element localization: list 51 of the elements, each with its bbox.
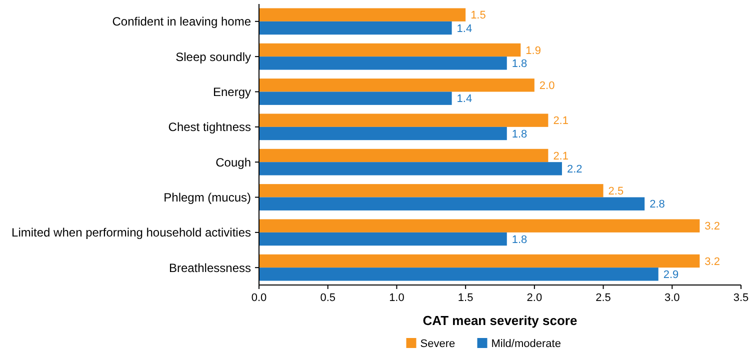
legend-label: Mild/moderate [491,338,561,350]
legend-label: Severe [420,338,456,350]
data-label: 2.1 [553,115,568,128]
bar [259,197,645,210]
x-tick-label: 1.5 [458,292,474,304]
x-axis-title: CAT mean severity score [422,313,578,328]
data-label: 2.5 [608,186,624,198]
y-tick-label: Energy [212,84,251,99]
bar [259,219,700,232]
bar [259,21,452,35]
bar [259,92,452,105]
data-label: 1.4 [456,93,472,106]
bar [259,162,562,176]
bar [259,56,507,70]
x-tick-label: 2.0 [526,292,542,304]
bar [259,78,534,92]
y-tick-label: Chest tightness [168,120,251,134]
y-tick-label: Phlegm (mucus) [164,190,251,204]
data-label: 2.8 [650,198,665,211]
y-tick-label: Cough [216,155,251,170]
y-tick-label: Confident in leaving home [112,14,252,29]
y-tick-label: Breathlessness [168,260,251,275]
data-label: 1.8 [512,234,528,246]
bar [259,254,700,268]
data-label: 2.9 [663,269,679,282]
bar [259,43,521,57]
x-tick-label: 0.0 [251,292,267,304]
data-label: 1.4 [456,22,472,35]
data-label: 1.8 [512,58,528,70]
bar [259,232,507,246]
bar [259,184,604,198]
data-label: 1.9 [526,44,541,57]
y-tick-label: Limited when performing household activities [12,226,251,240]
data-label: 2.2 [566,164,582,176]
bar [259,114,548,127]
x-tick-label: 0.5 [320,292,336,304]
y-tick-label: Sleep soundly [176,50,251,64]
bar [259,268,658,281]
data-label: 1.5 [470,10,486,22]
bar [259,8,466,22]
x-tick-label: 3.0 [664,292,680,304]
data-label: 2.1 [553,150,568,162]
data-label: 2.0 [539,80,555,92]
x-tick-label: 1.0 [389,292,404,304]
x-tick-label: 2.5 [596,292,611,304]
data-label: 3.2 [704,220,720,233]
data-label: 1.8 [512,128,528,140]
data-label: 3.2 [704,256,720,268]
x-tick-label: 3.5 [733,292,749,304]
bar [259,148,548,162]
bar [259,126,507,140]
